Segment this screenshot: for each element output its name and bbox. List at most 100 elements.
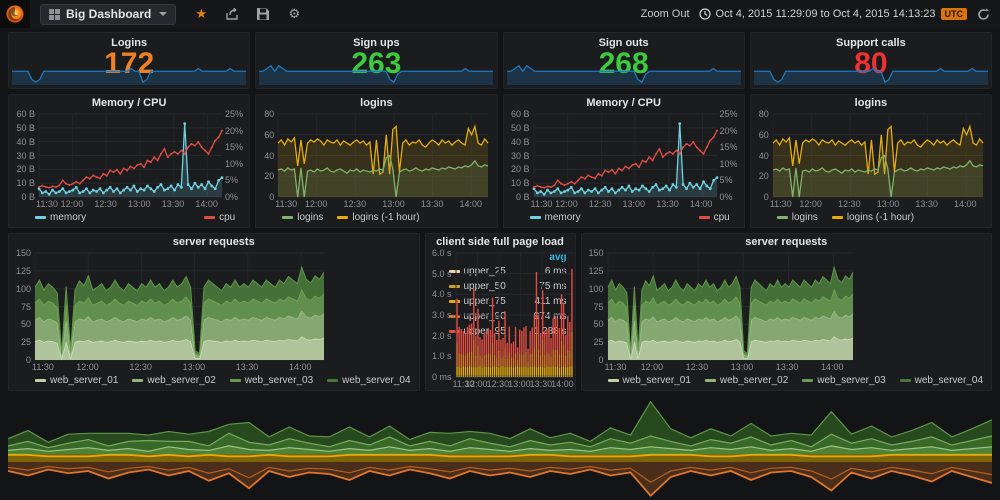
stat-value: 263 <box>351 47 402 80</box>
legend-label: memory <box>544 212 581 223</box>
panel-logins-2: logins 0 20 40 60 80 11:30 12:00 12:30 13:00 13:3… <box>749 94 992 228</box>
axis-tick-label: 0 <box>25 355 31 365</box>
axis-tick-label: 30 B <box>16 150 35 161</box>
legend-item[interactable]: web_server_02 <box>132 375 216 386</box>
panel-title[interactable]: Logins <box>111 37 148 49</box>
legend-swatch <box>327 379 339 382</box>
panel-title[interactable]: Sign ups <box>353 37 400 49</box>
axis-tick-label: 5% <box>225 175 239 186</box>
chart-memory-cpu[interactable]: 0 B 10 B 20 B 30 B 40 B 50 B 60 B 0% 5% 10% 15% 20%… <box>9 110 249 210</box>
legend-label: web_server_04 <box>342 375 411 386</box>
singlestat-row: Logins 172 Sign ups 263 Sign outs 268 Su… <box>8 32 992 89</box>
legend-swatch <box>448 300 460 303</box>
dashboard-picker[interactable]: Big Dashboard <box>40 3 177 25</box>
gear-icon[interactable]: ⚙ <box>288 6 301 22</box>
legend-value: 1.288 s <box>533 326 567 337</box>
axis-tick-label: 14:00 <box>551 379 574 389</box>
panel-title[interactable]: Memory / CPU <box>586 97 661 109</box>
chart-server-requests[interactable]: 0 25 50 75 100 125 150 11:30 12:00 12:30 13:00 13:3… <box>582 249 992 373</box>
legend-item[interactable]: web_server_01 <box>607 375 691 386</box>
panel-title[interactable]: server requests <box>172 236 255 248</box>
axis-tick-label: 13:00 <box>730 362 754 372</box>
legend-avg-header[interactable]: avg <box>549 252 567 263</box>
panel-title[interactable]: client side full page load <box>436 236 564 248</box>
legend-label: cpu <box>219 212 236 223</box>
axis-tick-label: 80 <box>264 109 275 119</box>
legend-label: upper_95 <box>463 326 506 337</box>
stat-value: 172 <box>104 47 155 80</box>
legend-item[interactable]: memory <box>529 212 581 223</box>
legend-item[interactable]: web_server_04 <box>327 375 411 386</box>
zoom-out-button[interactable]: Zoom Out <box>640 8 690 20</box>
legend-item[interactable]: web_server_03 <box>802 375 886 386</box>
chart-memory-cpu[interactable]: 0 B 10 B 20 B 30 B 40 B 50 B 60 B 0% 5% 10% 15% 20%… <box>504 110 744 210</box>
axis-tick-label: 13:30 <box>235 362 259 372</box>
axis-tick-label: 15% <box>719 142 738 153</box>
legend-row[interactable]: upper_90 974 ms <box>448 311 567 322</box>
legend-row[interactable]: upper_50 75 ms <box>448 281 567 292</box>
legend-row[interactable]: upper_25 6 ms <box>448 266 567 277</box>
legend-row[interactable]: upper_95 1.288 s <box>448 326 567 337</box>
axis-tick-label: 11:30 <box>32 362 54 372</box>
time-range-picker[interactable]: Oct 4, 2015 11:29:09 to Oct 4, 2015 14:1… <box>698 8 967 20</box>
axis-tick-label: 50 <box>593 319 604 330</box>
axis-tick-label: 12:00 <box>465 379 488 389</box>
axis-tick-label: 0 ms <box>431 372 452 382</box>
legend-label: upper_90 <box>463 311 506 322</box>
refresh-icon[interactable] <box>976 7 990 21</box>
chart-logins[interactable]: 0 20 40 60 80 11:30 12:00 12:30 13:00 13:30 14:00 <box>751 110 991 210</box>
legend-label: memory <box>50 212 87 223</box>
chart-client-page-load[interactable]: 0 ms 1.0 s 2.0 s 3.0 s 4.0 s 5.0 s 6.0 s 11:30 1… <box>426 248 574 390</box>
legend: logins logins (-1 hour) <box>256 210 496 227</box>
legend-item[interactable]: web_server_01 <box>35 375 118 386</box>
axis-tick-label: 40 <box>264 150 275 161</box>
axis-tick-label: 12:00 <box>76 362 99 372</box>
axis-tick-label: 60 <box>758 129 769 140</box>
panel-title[interactable]: server requests <box>745 236 828 248</box>
legend-swatch <box>776 216 788 219</box>
axis-tick-label: 14:00 <box>820 362 844 372</box>
panel-title[interactable]: Sign outs <box>598 37 649 49</box>
legend-row[interactable]: upper_75 411 ms <box>448 296 567 307</box>
axis-tick-label: 125 <box>588 265 604 276</box>
legend-item[interactable]: logins (-1 hour) <box>337 212 420 223</box>
axis-tick-label: 6.0 s <box>431 248 452 258</box>
axis-tick-label: 12:30 <box>685 362 709 372</box>
chart-streamgraph[interactable] <box>8 396 992 500</box>
panel-title[interactable]: logins <box>854 97 888 109</box>
axis-tick-label: 13:30 <box>420 199 444 209</box>
share-icon[interactable] <box>225 7 239 21</box>
legend-item[interactable]: cpu <box>698 212 730 223</box>
grafana-logo[interactable] <box>0 0 30 28</box>
axis-tick-label: 14:00 <box>459 199 483 209</box>
panel-title[interactable]: Memory / CPU <box>91 97 167 109</box>
panel-title[interactable]: logins <box>360 97 393 109</box>
panel-server-requests-2: server requests 0 25 50 75 100 125 150 11:30 12:… <box>580 233 992 391</box>
axis-tick-label: 25 <box>20 337 31 348</box>
legend: logins logins (-1 hour) <box>751 210 991 227</box>
legend-item[interactable]: cpu <box>204 212 235 223</box>
legend-label: web_server_03 <box>244 375 314 386</box>
panel-title[interactable]: Support calls <box>836 37 906 49</box>
legend-item[interactable]: logins <box>282 212 323 223</box>
legend-item[interactable]: logins (-1 hour) <box>831 212 914 223</box>
dashboard-title: Big Dashboard <box>66 7 152 21</box>
panel-supportcalls-stat: Support calls 80 <box>749 32 992 89</box>
star-icon[interactable]: ★ <box>195 6 208 22</box>
legend-item[interactable]: web_server_04 <box>899 375 983 386</box>
legend-item[interactable]: logins <box>776 212 818 223</box>
legend-item[interactable]: web_server_03 <box>229 375 314 386</box>
legend-item[interactable]: memory <box>35 212 86 223</box>
legend-label: upper_25 <box>463 266 506 277</box>
chart-server-requests[interactable]: 0 25 50 75 100 125 150 11:30 12:00 12:30 13:00 13:3… <box>9 249 419 373</box>
save-icon[interactable] <box>256 7 270 21</box>
chevron-down-icon <box>159 12 168 16</box>
legend-label: web_server_04 <box>914 375 983 386</box>
clock-icon <box>698 8 711 20</box>
axis-tick-label: 20 <box>758 171 769 182</box>
sparkline <box>12 63 246 85</box>
axis-tick-label: 100 <box>15 283 31 294</box>
axis-tick-label: 10% <box>719 158 738 169</box>
legend-item[interactable]: web_server_02 <box>704 375 788 386</box>
chart-logins[interactable]: 0 20 40 60 80 11:30 12:00 12:30 13:00 13:30 14:00 <box>256 109 496 210</box>
